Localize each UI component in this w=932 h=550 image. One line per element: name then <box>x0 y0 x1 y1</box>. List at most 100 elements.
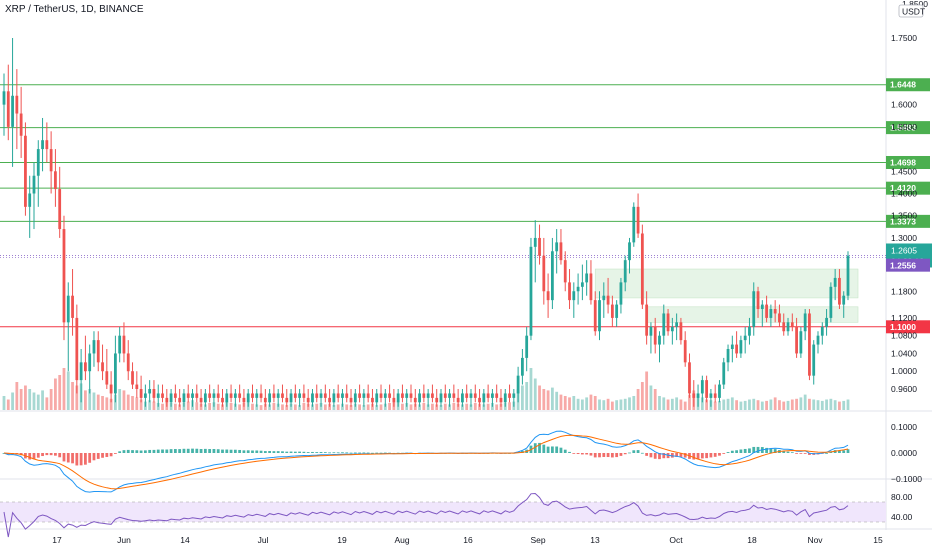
volume-bar <box>461 404 464 410</box>
volume-bar <box>568 397 571 410</box>
price-tick: 1.4500 <box>891 166 917 176</box>
macd-histogram-bar <box>842 450 846 453</box>
macd-histogram-bar <box>696 453 700 460</box>
candle-body <box>306 397 310 403</box>
volume-bar <box>585 397 589 410</box>
candle-body <box>692 393 696 398</box>
price-tick: 1.0400 <box>891 348 917 358</box>
candle-body <box>84 362 87 372</box>
candle-body <box>452 393 456 398</box>
candle-body <box>683 340 687 363</box>
rsi-tick: 80.00 <box>891 492 913 502</box>
candle-body <box>79 362 83 381</box>
time-tick: 14 <box>180 535 190 545</box>
macd-histogram-bar <box>75 453 79 466</box>
volume-bar <box>84 390 87 410</box>
candle-body <box>598 300 601 332</box>
volume-bar <box>679 399 683 410</box>
candle-body <box>593 300 597 332</box>
volume-bar <box>452 403 456 410</box>
volume-bar <box>349 405 353 410</box>
volume-bar <box>28 389 32 410</box>
currency-label: USDT <box>902 7 925 17</box>
macd-histogram-bar <box>182 448 186 453</box>
volume-bar <box>448 404 451 410</box>
macd-histogram-bar <box>255 450 259 453</box>
macd-histogram-bar <box>229 449 233 453</box>
volume-bar <box>688 394 691 410</box>
volume-bar <box>311 404 314 410</box>
candle-body <box>255 393 259 398</box>
macd-histogram-bar <box>293 451 297 453</box>
candle-body <box>636 206 640 234</box>
macd-histogram-bar <box>268 450 272 453</box>
macd-histogram-bar <box>84 453 87 465</box>
candle-body <box>118 335 122 354</box>
candle-body <box>311 393 314 403</box>
price-tick: 1.0000 <box>891 366 917 376</box>
candle-body <box>246 393 250 403</box>
volume-bar <box>786 400 790 410</box>
candle-body <box>812 344 816 376</box>
volume-bar <box>49 389 53 410</box>
volume-bar <box>778 400 781 410</box>
volume-bar <box>790 399 794 410</box>
volume-bar <box>752 398 756 410</box>
candle-body <box>846 255 850 296</box>
volume-bar <box>32 392 36 410</box>
candle-body <box>778 313 781 323</box>
volume-bar <box>816 400 820 410</box>
candle-body <box>743 335 747 341</box>
volume-bar <box>649 385 653 410</box>
volume-bar <box>508 402 511 410</box>
macd-histogram-bar <box>555 446 559 453</box>
macd-histogram-bar <box>589 453 593 456</box>
macd-histogram-bar <box>178 449 182 453</box>
support-label: 1.1000 <box>890 322 916 332</box>
macd-histogram-bar <box>383 452 387 454</box>
candle-body <box>628 242 631 261</box>
candle-body <box>619 282 623 305</box>
candle-body <box>122 335 126 354</box>
volume-bar <box>131 396 134 410</box>
volume-bar <box>401 403 404 410</box>
volume-bar <box>88 389 92 410</box>
volume-bar <box>623 398 627 410</box>
candle-body <box>825 317 828 327</box>
macd-histogram-bar <box>281 451 284 453</box>
macd-histogram-bar <box>328 452 331 454</box>
candle-body <box>623 260 627 283</box>
volume-bar <box>96 394 100 410</box>
candle-body <box>645 304 649 336</box>
volume-bar <box>105 397 109 410</box>
macd-histogram-bar <box>251 450 254 453</box>
volume-bar <box>238 404 242 410</box>
volume-bar <box>739 401 743 410</box>
candle-body <box>353 393 357 403</box>
candle-body <box>315 393 319 398</box>
macd-histogram-bar <box>765 447 768 453</box>
volume-bar <box>533 378 537 410</box>
volume-bar <box>2 396 6 410</box>
macd-histogram-bar <box>195 448 199 453</box>
volume-bar <box>45 397 49 410</box>
volume-bar <box>148 400 152 410</box>
macd-histogram-bar <box>700 453 704 459</box>
candle-body <box>281 393 284 398</box>
candle-body <box>152 389 156 398</box>
volume-bar <box>769 399 773 410</box>
candle-body <box>41 140 44 150</box>
macd-histogram-bar <box>298 451 302 453</box>
macd-histogram-bar <box>101 453 104 458</box>
candle-body <box>482 393 486 403</box>
macd-histogram-bar <box>366 452 370 454</box>
candle-body <box>700 380 704 394</box>
volume-bar <box>409 404 413 410</box>
volume-bar <box>846 399 850 410</box>
volume-bar <box>615 400 619 410</box>
candle-body <box>212 393 216 398</box>
volume-bar <box>735 400 739 410</box>
macd-histogram-bar <box>336 452 340 454</box>
candle-body <box>580 282 584 287</box>
